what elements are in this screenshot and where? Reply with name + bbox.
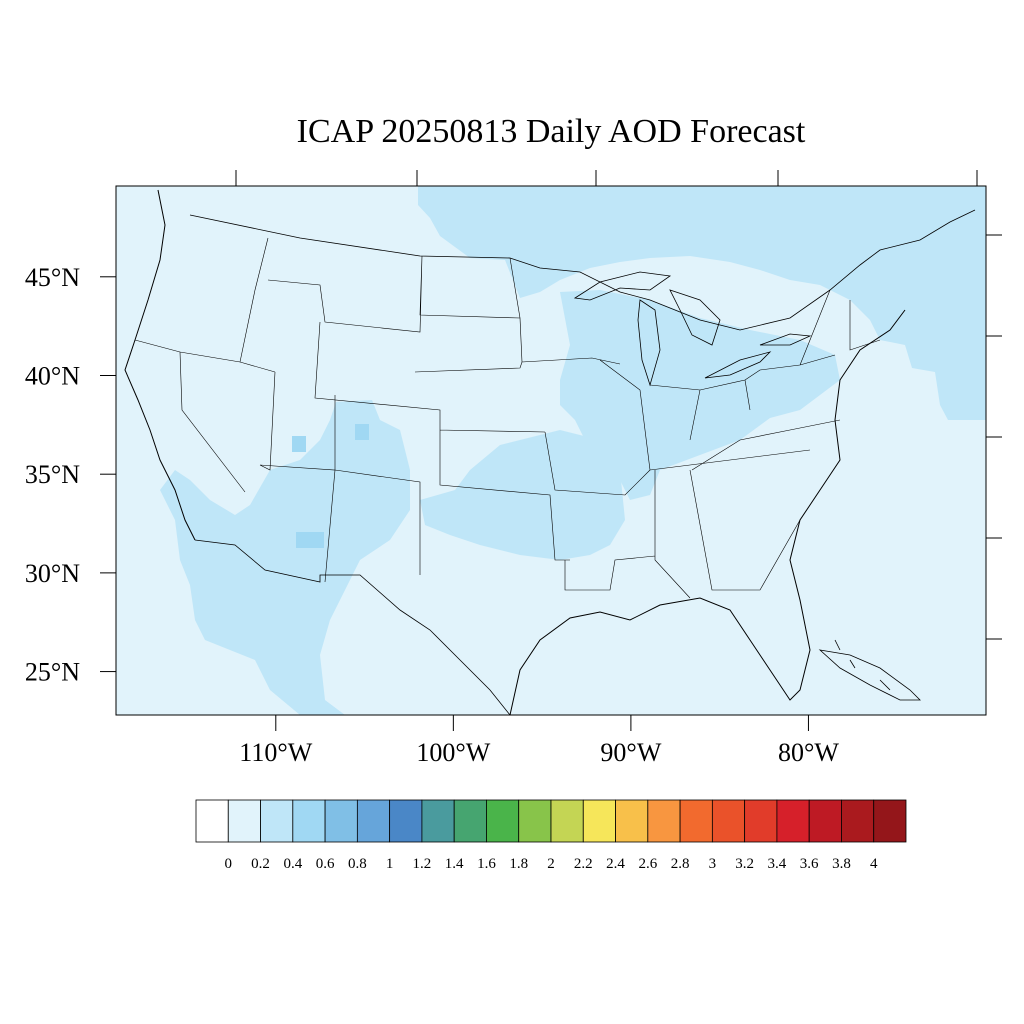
colorbar-swatch xyxy=(324,799,358,843)
gulf-coast xyxy=(509,309,906,716)
longitude-ticks: 110°W 100°W 90°W 80°W xyxy=(239,715,839,767)
colorbar-swatch xyxy=(647,799,681,843)
colorbar-label: 2.4 xyxy=(606,856,625,872)
map-title: ICAP 20250813 Daily AOD Forecast xyxy=(297,113,806,150)
colorbar-swatch xyxy=(453,799,487,843)
lat-tick-label: 25°N xyxy=(25,658,80,687)
colorbar-label: 3.4 xyxy=(768,856,787,872)
colorbar-label: 0.4 xyxy=(283,856,302,872)
colorbar-label: 2.6 xyxy=(638,856,657,872)
lon-tick-label: 110°W xyxy=(239,738,312,767)
colorbar-label: 4 xyxy=(870,856,878,872)
colorbar-label: 1.6 xyxy=(477,856,496,872)
colorbar-swatch xyxy=(356,799,391,843)
aod-patch-utah xyxy=(292,436,306,452)
colorbar-swatch xyxy=(260,799,294,843)
colorbar-label: 1.2 xyxy=(413,856,432,872)
colorbar-swatch xyxy=(195,799,229,843)
aod-shading xyxy=(160,186,986,715)
colorbar-label: 3.6 xyxy=(800,856,819,872)
colorbar-label: 1.8 xyxy=(509,856,528,872)
aod-patch-colorado xyxy=(355,424,369,440)
colorbar-label: 1 xyxy=(386,856,394,872)
map-panel: 45°N 40°N 35°N 30°N 25°N 110°W 100°W 90°W 80°W xyxy=(25,170,1002,767)
lon-tick-label: 100°W xyxy=(416,738,490,767)
colorbar-swatch xyxy=(615,799,649,843)
colorbar-label: 0 xyxy=(225,856,233,872)
political-borders xyxy=(124,189,976,716)
lake-huron xyxy=(669,289,721,346)
lat-tick-label: 45°N xyxy=(25,263,80,292)
canada-border xyxy=(189,209,976,331)
bahamas xyxy=(834,639,891,691)
colorbar-label: 3.8 xyxy=(832,856,851,872)
colorbar-swatch xyxy=(582,799,616,843)
lake-erie xyxy=(704,351,772,379)
colorbar-label: 1.4 xyxy=(445,856,464,872)
colorbar-swatch xyxy=(486,799,520,843)
colorbar-label: 0.6 xyxy=(316,856,335,872)
aod-patch-arizona xyxy=(296,532,324,548)
lat-tick-label: 30°N xyxy=(25,559,80,588)
colorbar-swatch xyxy=(841,799,875,843)
lon-tick-label: 90°W xyxy=(600,738,661,767)
colorbar xyxy=(195,799,907,843)
colorbar-labels: 0 0.2 0.4 0.6 0.8 1 1.2 1.4 1.6 1.8 2 2.2 2.4 2.6 2.8 3… xyxy=(225,856,878,872)
aod-region-plains xyxy=(420,430,625,560)
colorbar-swatch xyxy=(389,799,423,843)
aod-region-midwest xyxy=(560,290,840,500)
mexico-border xyxy=(194,539,511,716)
colorbar-swatch xyxy=(421,799,455,843)
colorbar-label: 3 xyxy=(709,856,717,872)
west-coast xyxy=(124,189,196,541)
lat-tick-label: 40°N xyxy=(25,361,80,390)
cuba xyxy=(818,649,921,701)
colorbar-label: 3.2 xyxy=(735,856,754,872)
colorbar-swatch xyxy=(292,799,326,843)
colorbar-swatch xyxy=(550,799,584,843)
state-lines xyxy=(134,237,881,599)
colorbar-label: 0.2 xyxy=(251,856,270,872)
map-frame xyxy=(115,185,987,716)
colorbar-swatch xyxy=(518,799,552,843)
aod-region-southwest xyxy=(160,400,410,715)
colorbar-label: 0.8 xyxy=(348,856,367,872)
tick-marks xyxy=(235,170,1002,640)
aod-region-north xyxy=(418,186,986,420)
lat-tick-label: 35°N xyxy=(25,460,80,489)
colorbar-swatch xyxy=(711,799,746,843)
lon-tick-label: 80°W xyxy=(778,738,839,767)
colorbar-swatch xyxy=(776,799,810,843)
colorbar-label: 2.8 xyxy=(671,856,690,872)
latitude-ticks: 45°N 40°N 35°N 30°N 25°N xyxy=(25,263,116,687)
colorbar-label: 2.2 xyxy=(574,856,593,872)
colorbar-swatch xyxy=(679,799,713,843)
colorbar-swatch xyxy=(808,799,842,843)
colorbar-swatch xyxy=(744,799,778,843)
colorbar-swatch xyxy=(227,799,261,843)
lake-ontario xyxy=(759,333,812,346)
colorbar-label: 2 xyxy=(547,856,555,872)
colorbar-swatch xyxy=(873,799,907,843)
lake-michigan xyxy=(637,299,661,387)
lake-superior xyxy=(573,271,672,301)
